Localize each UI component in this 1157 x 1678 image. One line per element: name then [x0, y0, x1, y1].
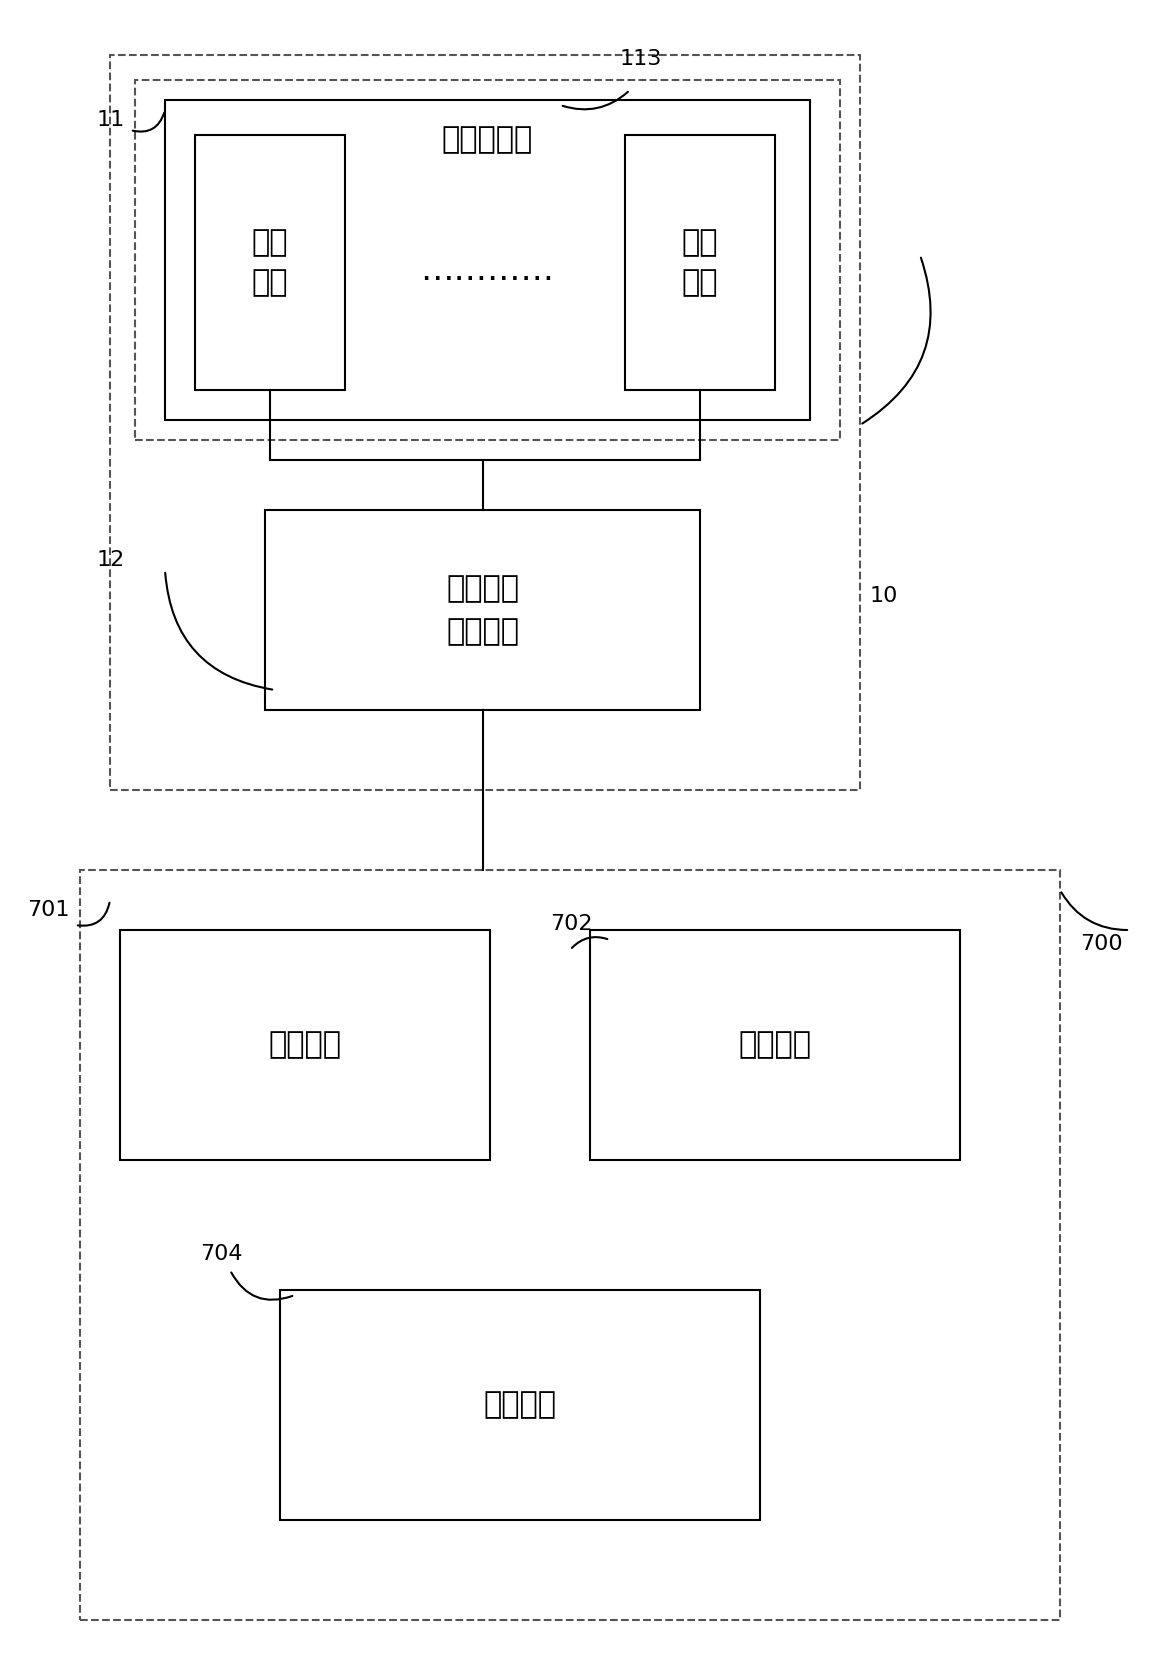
Text: …………: ………… [420, 253, 554, 287]
Text: 监测单元: 监测单元 [268, 1030, 341, 1059]
Text: 113: 113 [620, 49, 662, 69]
Bar [280, 1290, 760, 1520]
Text: 702: 702 [550, 915, 592, 935]
Text: 单体
电池: 单体 电池 [252, 228, 288, 297]
Bar [625, 134, 775, 389]
Text: 11: 11 [97, 111, 125, 129]
Text: 701: 701 [28, 899, 71, 920]
Text: 均衡单元: 均衡单元 [484, 1391, 557, 1420]
Text: 测试电池组: 测试电池组 [442, 126, 533, 154]
Text: 700: 700 [1079, 935, 1122, 955]
Text: 704: 704 [200, 1243, 243, 1264]
Text: 诊断单元: 诊断单元 [738, 1030, 811, 1059]
Bar [80, 869, 1060, 1619]
Bar [265, 510, 700, 710]
Bar [110, 55, 860, 790]
Bar [165, 101, 810, 420]
Text: 10: 10 [870, 586, 898, 606]
Bar [196, 134, 345, 389]
Bar [120, 930, 491, 1159]
Text: 单体
电池: 单体 电池 [681, 228, 718, 297]
Text: 固定能源
监控模块: 固定能源 监控模块 [445, 574, 519, 646]
Bar [135, 81, 840, 440]
Text: 12: 12 [97, 550, 125, 571]
Bar [590, 930, 960, 1159]
